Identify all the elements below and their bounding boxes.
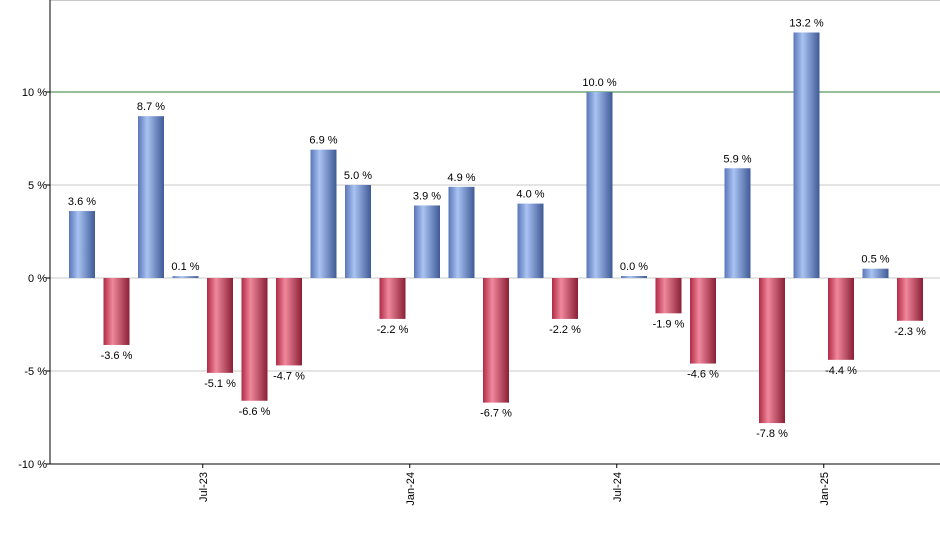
data-label: -3.6 % bbox=[101, 350, 133, 362]
x-axis: Jul-23 Jan-24 Jul-24 Jan-25 bbox=[50, 463, 940, 506]
bar-positive bbox=[414, 205, 440, 278]
bar-positive bbox=[517, 203, 544, 278]
bar-negative bbox=[655, 278, 682, 314]
bar-negative bbox=[690, 278, 716, 364]
bar-positive bbox=[345, 185, 371, 278]
x-tick-label: Jul-24 bbox=[612, 472, 624, 502]
y-tick-label: -10 % bbox=[18, 459, 47, 471]
data-label: -1.9 % bbox=[653, 318, 685, 330]
y-tick-label: 10 % bbox=[22, 87, 47, 99]
data-label: -4.6 % bbox=[687, 369, 719, 381]
bar-negative bbox=[759, 278, 785, 424]
x-tick-label: Jan-24 bbox=[405, 472, 417, 506]
bar-negative bbox=[207, 278, 233, 373]
y-axis: -10 % -5 % 0 % 5 % 10 % bbox=[18, 0, 51, 471]
bar-positive bbox=[862, 268, 889, 278]
bar-negative bbox=[103, 278, 130, 345]
bar-positive bbox=[310, 149, 337, 278]
data-label: 4.0 % bbox=[516, 189, 544, 201]
data-label: -2.2 % bbox=[549, 324, 581, 336]
bars bbox=[69, 32, 923, 424]
y-tick-label: 5 % bbox=[28, 180, 47, 192]
bar-negative bbox=[828, 278, 854, 360]
data-label: -7.8 % bbox=[756, 428, 788, 440]
data-label: 0.0 % bbox=[620, 261, 648, 273]
data-label: 4.9 % bbox=[447, 172, 475, 184]
x-tick-label: Jan-25 bbox=[819, 472, 831, 506]
x-tick-label: Jul-23 bbox=[198, 472, 210, 502]
data-label: 10.0 % bbox=[582, 77, 616, 89]
data-label: 0.5 % bbox=[861, 254, 889, 266]
bar-positive bbox=[69, 211, 95, 278]
bar-negative bbox=[379, 278, 406, 319]
y-tick-label: 0 % bbox=[28, 273, 47, 285]
bar-negative bbox=[552, 278, 578, 319]
data-label: -4.4 % bbox=[825, 365, 857, 377]
data-label: 3.6 % bbox=[68, 196, 96, 208]
bar-positive bbox=[172, 276, 199, 278]
data-label: 3.9 % bbox=[413, 190, 441, 202]
bar-negative bbox=[483, 278, 509, 403]
bar-negative bbox=[897, 278, 923, 321]
bar-positive bbox=[586, 92, 613, 278]
data-label: 0.1 % bbox=[171, 261, 199, 273]
data-label: -2.3 % bbox=[894, 326, 926, 338]
data-label: 8.7 % bbox=[137, 101, 165, 113]
bar-positive bbox=[621, 276, 647, 278]
bar-positive bbox=[448, 186, 475, 278]
data-label: 6.9 % bbox=[309, 135, 337, 147]
data-label: -4.7 % bbox=[273, 370, 305, 382]
data-label: -2.2 % bbox=[377, 324, 409, 336]
bar-positive bbox=[793, 32, 820, 279]
bar-positive bbox=[724, 168, 751, 278]
y-tick-label: -5 % bbox=[24, 366, 47, 378]
data-label: -6.6 % bbox=[239, 406, 271, 418]
data-label: 13.2 % bbox=[789, 17, 823, 29]
data-label: 5.0 % bbox=[344, 170, 372, 182]
data-labels: 3.6 % -3.6 % 8.7 % 0.1 % -5.1 % -6.6 % -4.7 % 6… bbox=[68, 17, 926, 440]
data-label: -6.7 % bbox=[480, 408, 512, 420]
data-label: -5.1 % bbox=[204, 378, 236, 390]
bar-negative bbox=[241, 278, 268, 401]
data-label: 5.9 % bbox=[723, 153, 751, 165]
bar-positive bbox=[138, 116, 164, 279]
bar-negative bbox=[276, 278, 302, 366]
